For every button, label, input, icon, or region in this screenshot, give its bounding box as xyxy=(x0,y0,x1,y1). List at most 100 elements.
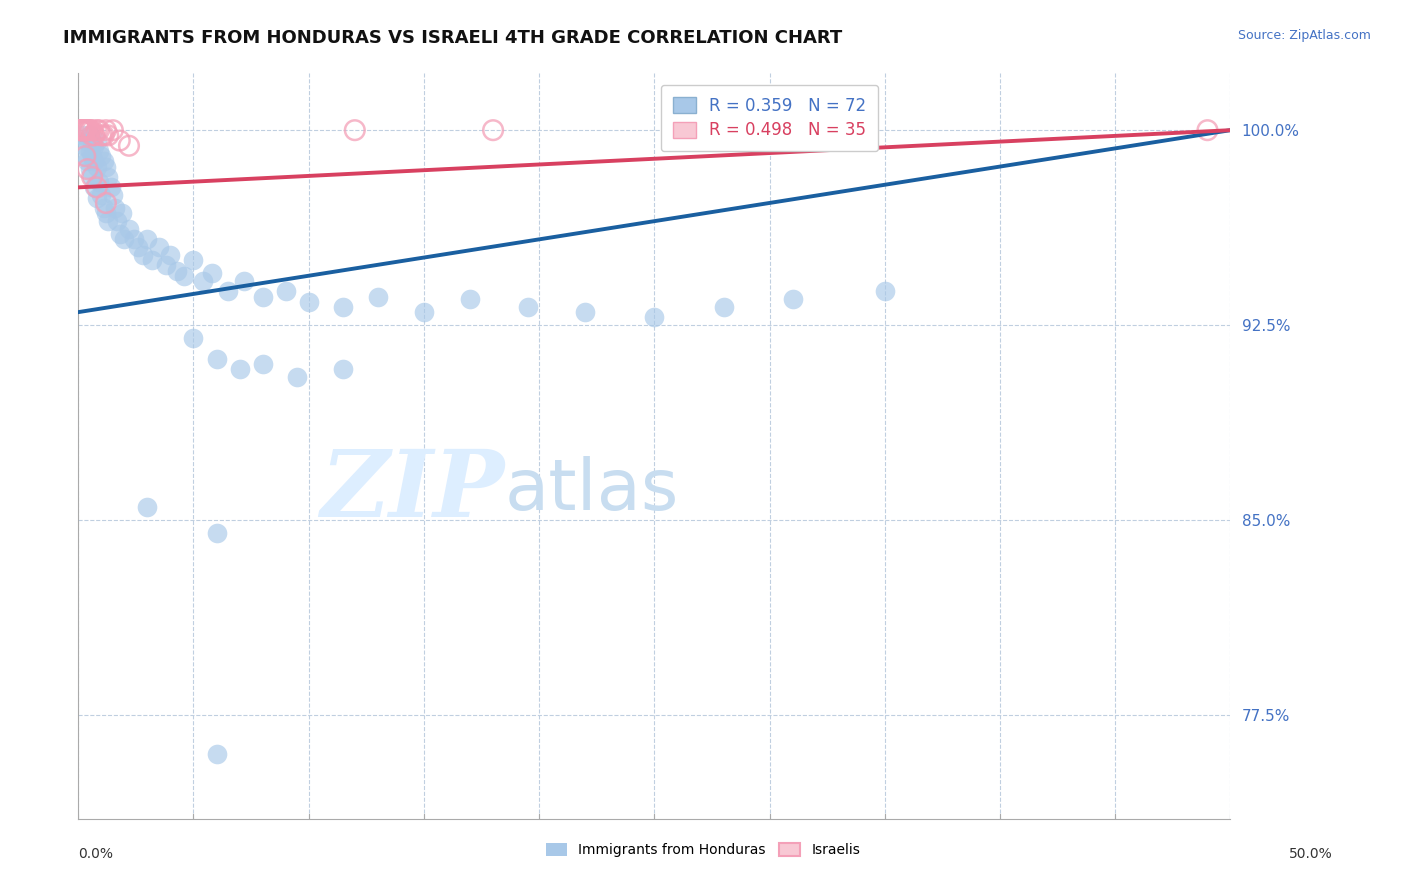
Point xyxy=(69,123,91,137)
Point xyxy=(94,196,117,211)
Point xyxy=(72,123,94,137)
Point xyxy=(94,206,117,220)
Text: 50.0%: 50.0% xyxy=(1288,847,1333,861)
Point xyxy=(183,331,205,345)
Point xyxy=(873,285,896,299)
Point xyxy=(79,162,101,177)
Point xyxy=(69,123,91,137)
Point xyxy=(86,191,108,205)
Point xyxy=(72,123,94,137)
Point xyxy=(252,357,274,371)
Point xyxy=(159,248,181,262)
Point xyxy=(173,268,195,283)
Point xyxy=(97,214,120,228)
Point xyxy=(82,134,104,148)
Point xyxy=(191,274,214,288)
Point xyxy=(75,123,97,137)
Point xyxy=(148,240,170,254)
Point xyxy=(69,123,91,137)
Point xyxy=(69,123,91,137)
Point xyxy=(86,160,108,174)
Point xyxy=(343,123,366,137)
Point xyxy=(90,149,112,163)
Point xyxy=(108,134,131,148)
Text: IMMIGRANTS FROM HONDURAS VS ISRAELI 4TH GRADE CORRELATION CHART: IMMIGRANTS FROM HONDURAS VS ISRAELI 4TH … xyxy=(63,29,842,46)
Point xyxy=(94,123,117,137)
Point xyxy=(75,123,97,137)
Point xyxy=(90,128,112,143)
Point xyxy=(516,300,538,314)
Point xyxy=(86,123,108,137)
Point xyxy=(93,201,115,215)
Point xyxy=(183,253,205,268)
Point xyxy=(107,214,129,228)
Text: 0.0%: 0.0% xyxy=(79,847,112,861)
Point xyxy=(72,128,94,143)
Point xyxy=(76,162,98,177)
Point xyxy=(458,292,481,306)
Point xyxy=(76,134,98,148)
Point xyxy=(141,253,163,268)
Point xyxy=(86,180,108,194)
Point xyxy=(83,128,105,143)
Point xyxy=(104,201,127,215)
Point xyxy=(413,305,436,319)
Point xyxy=(75,149,97,163)
Point xyxy=(79,128,101,143)
Point xyxy=(205,351,228,366)
Point xyxy=(83,180,105,194)
Point xyxy=(252,289,274,303)
Point xyxy=(83,138,105,153)
Point xyxy=(94,160,117,174)
Point xyxy=(332,362,354,376)
Point xyxy=(118,222,141,236)
Point xyxy=(82,149,104,163)
Point xyxy=(782,292,804,306)
Point xyxy=(132,248,155,262)
Point xyxy=(76,123,98,137)
Point xyxy=(217,285,239,299)
Point xyxy=(86,134,108,148)
Point xyxy=(90,188,112,202)
Point xyxy=(93,128,115,143)
Point xyxy=(79,123,101,137)
Point xyxy=(155,258,177,272)
Point xyxy=(1197,123,1219,137)
Point xyxy=(574,305,596,319)
Point xyxy=(101,123,124,137)
Point xyxy=(643,310,665,325)
Point xyxy=(87,123,110,137)
Point xyxy=(72,123,94,137)
Point xyxy=(72,123,94,137)
Point xyxy=(82,169,104,184)
Point xyxy=(75,149,97,163)
Point xyxy=(111,206,134,220)
Point xyxy=(83,154,105,169)
Point xyxy=(87,175,110,189)
Point xyxy=(79,144,101,158)
Point xyxy=(228,362,250,376)
Point xyxy=(76,123,98,137)
Legend: R = 0.359   N = 72, R = 0.498   N = 35: R = 0.359 N = 72, R = 0.498 N = 35 xyxy=(661,85,879,151)
Point xyxy=(112,232,135,246)
Point xyxy=(97,169,120,184)
Point xyxy=(79,123,101,137)
Point xyxy=(82,128,104,143)
Point xyxy=(82,123,104,137)
Point xyxy=(136,500,159,514)
Legend: Immigrants from Honduras, Israelis: Immigrants from Honduras, Israelis xyxy=(540,838,866,863)
Point xyxy=(127,240,149,254)
Point xyxy=(75,138,97,153)
Point xyxy=(76,154,98,169)
Point xyxy=(205,526,228,541)
Point xyxy=(233,274,256,288)
Point xyxy=(108,227,131,241)
Point xyxy=(285,370,308,384)
Point xyxy=(122,232,145,246)
Point xyxy=(93,154,115,169)
Point xyxy=(274,285,297,299)
Point xyxy=(136,232,159,246)
Text: Source: ZipAtlas.com: Source: ZipAtlas.com xyxy=(1237,29,1371,42)
Point xyxy=(298,294,321,309)
Point xyxy=(97,128,120,143)
